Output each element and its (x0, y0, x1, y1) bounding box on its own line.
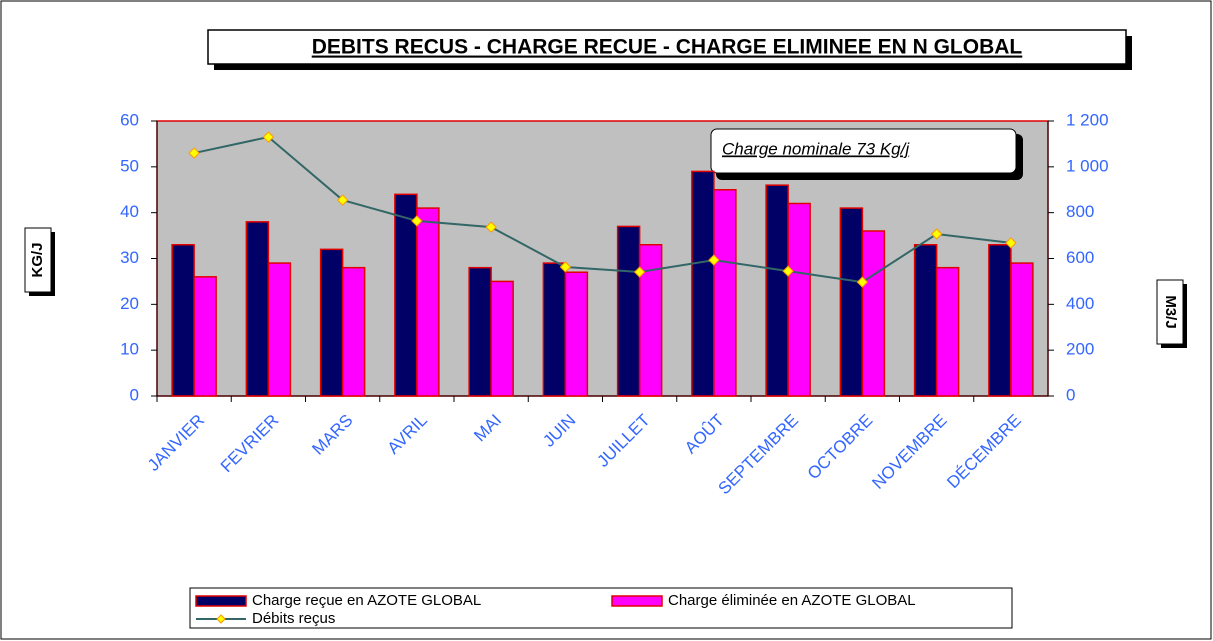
bar (416, 207, 440, 397)
y2-label-box (1156, 279, 1184, 345)
legend (189, 587, 1013, 629)
legend-swatch (195, 595, 247, 607)
bar (765, 184, 789, 397)
marker (930, 228, 943, 240)
legend-marker (216, 614, 226, 624)
y-tick-label: 0 (130, 385, 139, 404)
y-tick-label: 20 (120, 294, 139, 313)
y-tick-label: 30 (120, 248, 139, 267)
marker (262, 131, 275, 143)
y2-tick-label: 800 (1066, 202, 1094, 221)
y-tick-label: 50 (120, 156, 139, 175)
marker (1005, 237, 1017, 249)
y-tick-label: 40 (120, 202, 139, 221)
chart-title: DEBITS RECUS - CHARGE RECUE - CHARGE ELI… (312, 36, 1023, 59)
bar (935, 266, 960, 397)
line (193, 135, 1011, 284)
bar (787, 202, 811, 397)
marker (336, 194, 349, 206)
y2-tick-label: 0 (1066, 385, 1075, 404)
y2-tick-label: 1 000 (1066, 156, 1109, 175)
bar (171, 244, 195, 397)
bar (267, 262, 292, 397)
y-label-box (24, 227, 52, 293)
y-tick-label: 10 (120, 340, 139, 359)
bar (542, 262, 567, 397)
marker (856, 276, 869, 288)
annotation: Charge nominale 73 Kg/j (722, 139, 910, 158)
y-tick-label: 60 (120, 110, 139, 129)
y2-tick-label: 200 (1066, 340, 1094, 359)
bar (193, 276, 217, 397)
marker (708, 254, 720, 266)
bar (691, 170, 715, 397)
bar (913, 244, 938, 397)
bar (713, 189, 737, 397)
y2-tick-label: 1 200 (1066, 110, 1109, 129)
y2-axis-label: M3/J (1162, 295, 1179, 328)
legend-label: Charge reçue en AZOTE GLOBAL (252, 592, 481, 609)
y-axis-label: KG/J (29, 242, 46, 277)
marker (782, 265, 794, 277)
marker (411, 215, 423, 227)
marker (633, 266, 646, 278)
y2-tick-label: 400 (1066, 294, 1094, 313)
bar (1010, 262, 1034, 397)
marker (188, 147, 200, 159)
bar (490, 280, 514, 397)
bar (638, 244, 663, 397)
title-box (207, 29, 1127, 65)
annotation-box (710, 128, 1017, 174)
bar (319, 248, 344, 397)
legend-label: Charge éliminée en AZOTE GLOBAL (668, 592, 916, 609)
bar (988, 244, 1012, 397)
marker (485, 221, 497, 233)
bar (245, 221, 270, 397)
bar (341, 266, 366, 397)
bar (616, 225, 641, 397)
bar (861, 230, 886, 397)
marker (559, 261, 572, 273)
legend-swatch (611, 595, 663, 607)
bar (564, 271, 589, 397)
y2-tick-label: 600 (1066, 248, 1094, 267)
legend-label: Débits reçus (252, 610, 335, 627)
bar (394, 193, 418, 397)
bar (468, 266, 492, 397)
bar (839, 207, 864, 397)
